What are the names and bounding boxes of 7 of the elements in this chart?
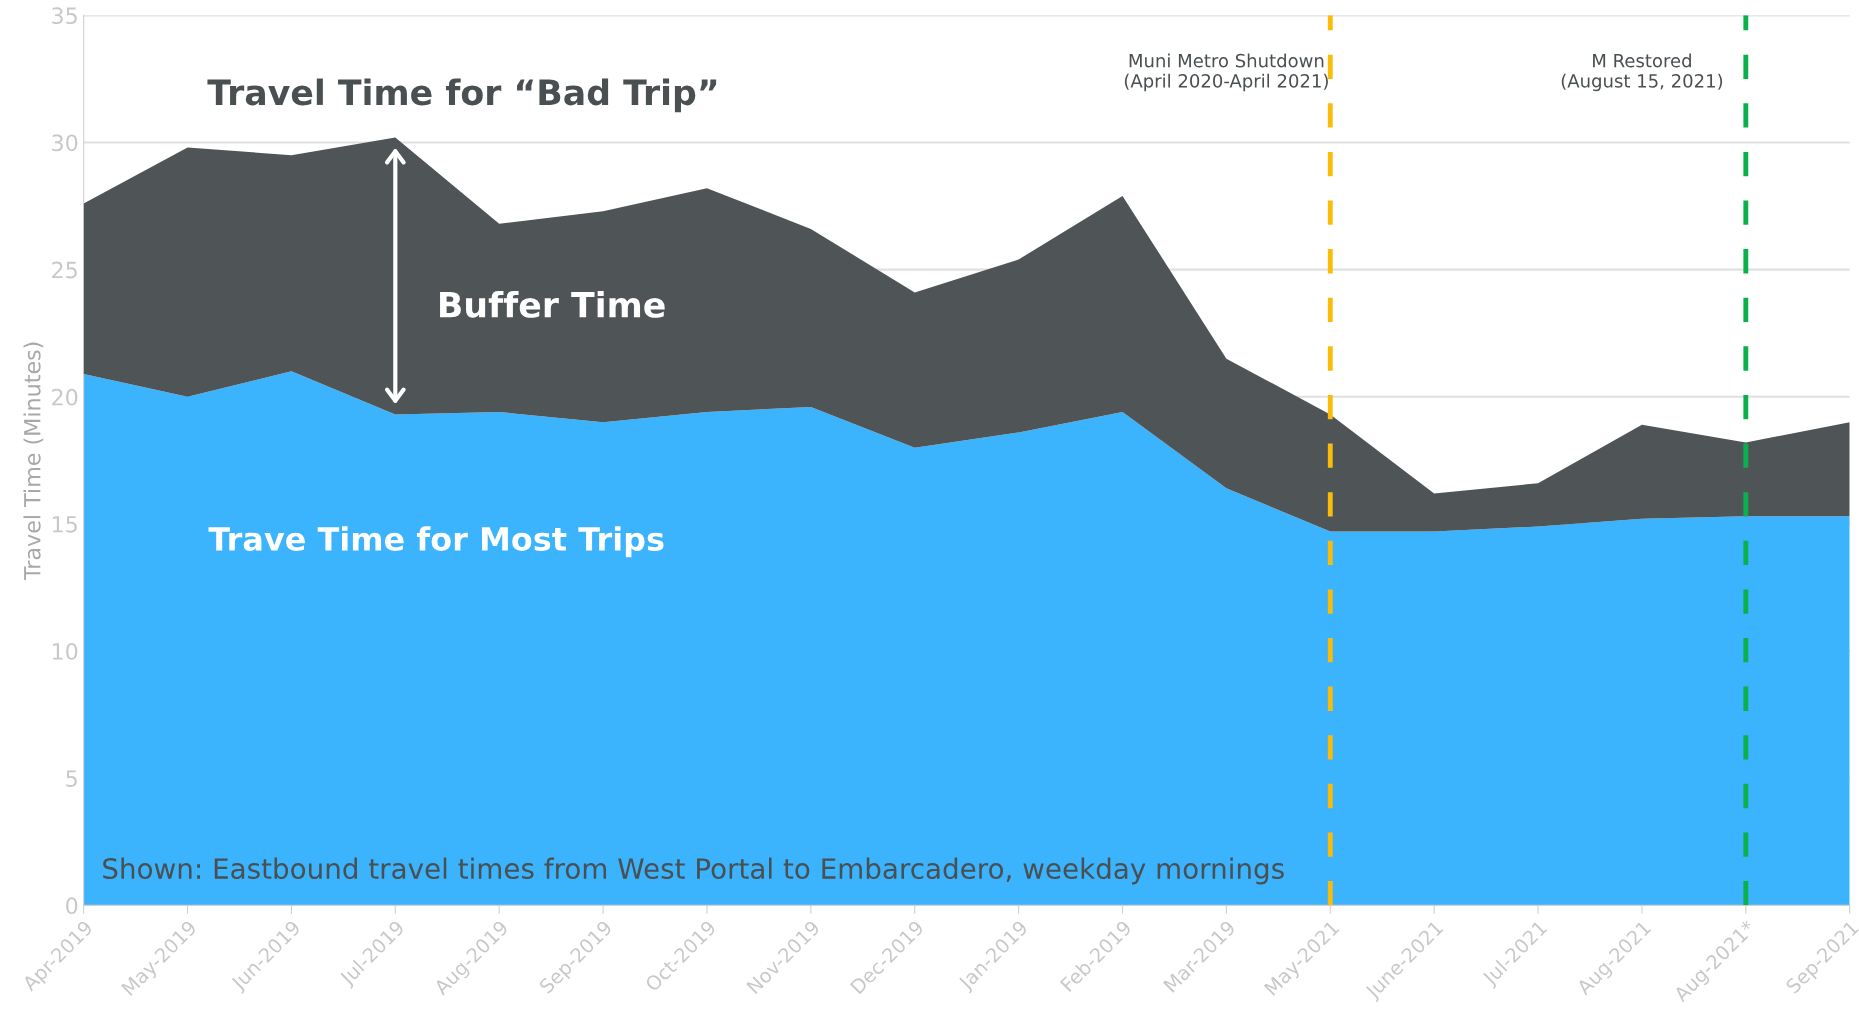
y-axis-title: Travel Time (Minutes)	[23, 342, 44, 581]
series-label: Buffer Time	[440, 290, 665, 318]
ref-line-label: M Restored (August 15, 2021)	[1561, 53, 1723, 92]
ref-line-label: Muni Metro Shutdown (April 2020-April 2021)	[1124, 53, 1328, 92]
annotation: Shown: Eastbound travel times from West Portal to Embarcadero, weekday mornings	[103, 857, 1284, 885]
series-label: Trave Time for Most Trips	[208, 526, 664, 558]
text: Travel Time for “Bad Trip”	[207, 78, 717, 113]
